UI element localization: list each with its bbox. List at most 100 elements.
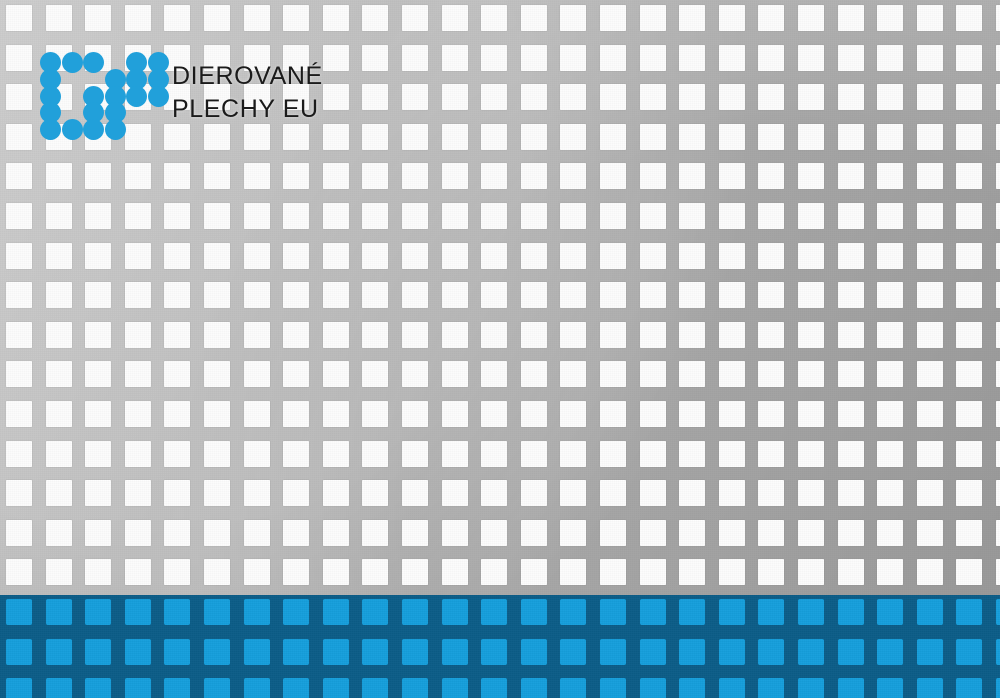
logo-dot bbox=[126, 52, 147, 73]
plate-hole bbox=[798, 321, 824, 348]
ruler-hole bbox=[798, 678, 824, 698]
brand-name-text: DIEROVANÉ PLECHY EU bbox=[172, 62, 323, 123]
plate-hole bbox=[877, 84, 904, 111]
plate-hole bbox=[481, 519, 508, 546]
plate-hole bbox=[481, 203, 508, 229]
plate-hole bbox=[362, 163, 389, 190]
plate-hole bbox=[600, 84, 626, 111]
plate-hole bbox=[243, 559, 270, 586]
plate-hole bbox=[996, 5, 1000, 31]
plate-hole bbox=[877, 361, 904, 388]
plate-hole bbox=[283, 440, 310, 467]
ruler-hole bbox=[916, 638, 943, 665]
plate-hole bbox=[758, 44, 785, 71]
plate-hole bbox=[85, 321, 112, 348]
plate-hole bbox=[322, 440, 349, 467]
plate-hole bbox=[164, 559, 191, 586]
plate-hole bbox=[124, 5, 151, 31]
plate-hole bbox=[560, 242, 587, 269]
plate-hole bbox=[798, 480, 824, 507]
plate-hole bbox=[124, 163, 151, 190]
plate-hole bbox=[956, 242, 983, 269]
plate-hole bbox=[164, 44, 191, 71]
plate-hole bbox=[362, 203, 389, 229]
plate-hole bbox=[679, 203, 706, 229]
plate-hole bbox=[996, 282, 1000, 309]
plate-hole bbox=[520, 84, 547, 111]
plate-hole bbox=[204, 163, 230, 190]
plate-hole bbox=[322, 84, 349, 111]
plate-hole bbox=[837, 44, 864, 71]
plate-hole bbox=[441, 203, 468, 229]
plate-hole bbox=[520, 203, 547, 229]
plate-hole bbox=[322, 163, 349, 190]
ruler-hole bbox=[243, 599, 270, 625]
plate-hole bbox=[837, 84, 864, 111]
plate-hole bbox=[45, 480, 72, 507]
plate-hole bbox=[956, 559, 983, 586]
plate-hole bbox=[916, 44, 943, 71]
ruler-hole bbox=[362, 678, 389, 698]
plate-hole bbox=[520, 44, 547, 71]
plate-hole bbox=[916, 401, 943, 427]
plate-hole bbox=[560, 401, 587, 427]
logo-dot bbox=[126, 85, 147, 107]
plate-hole bbox=[6, 282, 32, 309]
plate-hole bbox=[85, 519, 112, 546]
ruler-hole bbox=[560, 599, 587, 625]
plate-hole bbox=[877, 519, 904, 546]
plate-hole bbox=[758, 84, 785, 111]
ruler-hole bbox=[481, 638, 508, 665]
plate-hole bbox=[718, 84, 745, 111]
plate-hole bbox=[600, 123, 626, 150]
plate-hole bbox=[362, 321, 389, 348]
plate-hole bbox=[560, 519, 587, 546]
plate-hole bbox=[679, 44, 706, 71]
plate-hole bbox=[441, 123, 468, 150]
ruler-hole bbox=[639, 599, 666, 625]
ruler-hole bbox=[243, 678, 270, 698]
plate-hole bbox=[204, 440, 230, 467]
plate-hole bbox=[322, 401, 349, 427]
plate-hole bbox=[837, 361, 864, 388]
plate-hole bbox=[362, 519, 389, 546]
plate-hole bbox=[283, 242, 310, 269]
ruler-hole bbox=[6, 638, 32, 665]
plate-hole bbox=[837, 163, 864, 190]
plate-hole bbox=[600, 480, 626, 507]
plate-hole bbox=[600, 401, 626, 427]
plate-hole bbox=[718, 401, 745, 427]
logo-dot bbox=[83, 85, 104, 107]
plate-hole bbox=[283, 5, 310, 31]
plate-hole bbox=[441, 163, 468, 190]
plate-hole bbox=[798, 559, 824, 586]
ruler-hole bbox=[758, 638, 785, 665]
plate-hole bbox=[679, 282, 706, 309]
plate-hole bbox=[85, 361, 112, 388]
plate-hole bbox=[560, 361, 587, 388]
plate-hole bbox=[639, 5, 666, 31]
plate-hole bbox=[45, 559, 72, 586]
plate-hole bbox=[204, 282, 230, 309]
plate-hole bbox=[916, 123, 943, 150]
plate-hole bbox=[996, 321, 1000, 348]
plate-hole bbox=[600, 559, 626, 586]
scale-ruler-overlay bbox=[0, 595, 1000, 698]
plate-hole bbox=[85, 401, 112, 427]
plate-hole bbox=[124, 282, 151, 309]
plate-hole bbox=[956, 282, 983, 309]
plate-hole bbox=[798, 5, 824, 31]
plate-hole bbox=[322, 5, 349, 31]
plate-hole bbox=[996, 519, 1000, 546]
plate-hole bbox=[204, 401, 230, 427]
plate-hole bbox=[322, 282, 349, 309]
plate-hole bbox=[916, 203, 943, 229]
plate-hole bbox=[402, 163, 428, 190]
plate-hole bbox=[600, 44, 626, 71]
plate-hole bbox=[164, 361, 191, 388]
plate-hole bbox=[45, 361, 72, 388]
plate-hole bbox=[877, 123, 904, 150]
ruler-hole bbox=[322, 599, 349, 625]
ruler-hole bbox=[560, 678, 587, 698]
